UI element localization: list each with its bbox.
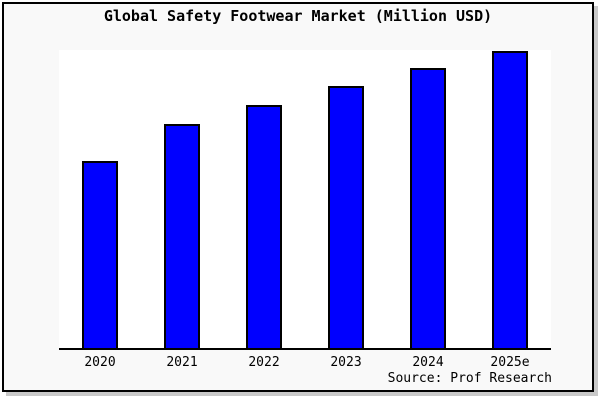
bar-slot-2023 xyxy=(305,50,387,348)
bar-slot-2025e xyxy=(469,50,551,348)
x-tick-label-2020: 2020 xyxy=(84,355,116,370)
bar-2022 xyxy=(246,104,282,348)
bar-slot-2021 xyxy=(141,50,223,348)
bar-2024 xyxy=(410,67,446,348)
chart-title: Global Safety Footwear Market (Million U… xyxy=(103,7,493,25)
x-tick-label-2022: 2022 xyxy=(248,355,280,370)
bar-2020 xyxy=(82,160,118,348)
bar-series xyxy=(59,50,551,348)
bar-2021 xyxy=(164,123,200,348)
plot-area xyxy=(59,50,551,350)
bar-slot-2024 xyxy=(387,50,469,348)
bar-slot-2020 xyxy=(59,50,141,348)
x-tick-label-2021: 2021 xyxy=(166,355,198,370)
x-tick-label-2025e: 2025e xyxy=(490,355,530,370)
x-axis-labels: 2020 2021 2022 2023 2024 2025e xyxy=(59,355,551,370)
bar-2025e xyxy=(492,50,528,348)
bar-slot-2022 xyxy=(223,50,305,348)
bar-2023 xyxy=(328,85,364,348)
source-note: Source: Prof Research xyxy=(387,371,552,386)
x-tick-label-2024: 2024 xyxy=(412,355,444,370)
chart-frame: Global Safety Footwear Market (Million U… xyxy=(2,2,594,392)
x-tick-label-2023: 2023 xyxy=(330,355,362,370)
